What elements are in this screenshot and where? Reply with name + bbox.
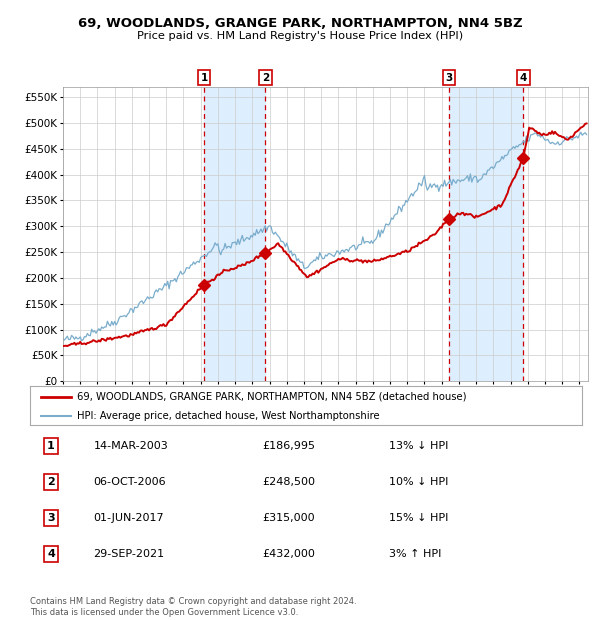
Text: 14-MAR-2003: 14-MAR-2003 <box>94 441 168 451</box>
Text: 69, WOODLANDS, GRANGE PARK, NORTHAMPTON, NN4 5BZ: 69, WOODLANDS, GRANGE PARK, NORTHAMPTON,… <box>77 17 523 30</box>
Text: 69, WOODLANDS, GRANGE PARK, NORTHAMPTON, NN4 5BZ (detached house): 69, WOODLANDS, GRANGE PARK, NORTHAMPTON,… <box>77 392 466 402</box>
Text: 29-SEP-2021: 29-SEP-2021 <box>94 549 164 559</box>
Text: 1: 1 <box>200 73 208 82</box>
Text: Price paid vs. HM Land Registry's House Price Index (HPI): Price paid vs. HM Land Registry's House … <box>137 31 463 41</box>
Text: £248,500: £248,500 <box>262 477 315 487</box>
Text: 06-OCT-2006: 06-OCT-2006 <box>94 477 166 487</box>
Text: Contains HM Land Registry data © Crown copyright and database right 2024.
This d: Contains HM Land Registry data © Crown c… <box>30 598 356 617</box>
Text: 13% ↓ HPI: 13% ↓ HPI <box>389 441 448 451</box>
Text: 4: 4 <box>520 73 527 82</box>
Bar <box>449 87 523 381</box>
Bar <box>204 87 265 381</box>
Text: 3% ↑ HPI: 3% ↑ HPI <box>389 549 441 559</box>
Text: HPI: Average price, detached house, West Northamptonshire: HPI: Average price, detached house, West… <box>77 411 380 421</box>
Text: 3: 3 <box>445 73 452 82</box>
Text: 4: 4 <box>47 549 55 559</box>
Text: £432,000: £432,000 <box>262 549 315 559</box>
Text: £315,000: £315,000 <box>262 513 314 523</box>
Text: £186,995: £186,995 <box>262 441 315 451</box>
Text: 15% ↓ HPI: 15% ↓ HPI <box>389 513 448 523</box>
Text: 1: 1 <box>47 441 55 451</box>
Text: 3: 3 <box>47 513 55 523</box>
Text: 2: 2 <box>47 477 55 487</box>
Text: 01-JUN-2017: 01-JUN-2017 <box>94 513 164 523</box>
Text: 2: 2 <box>262 73 269 82</box>
Text: 10% ↓ HPI: 10% ↓ HPI <box>389 477 448 487</box>
